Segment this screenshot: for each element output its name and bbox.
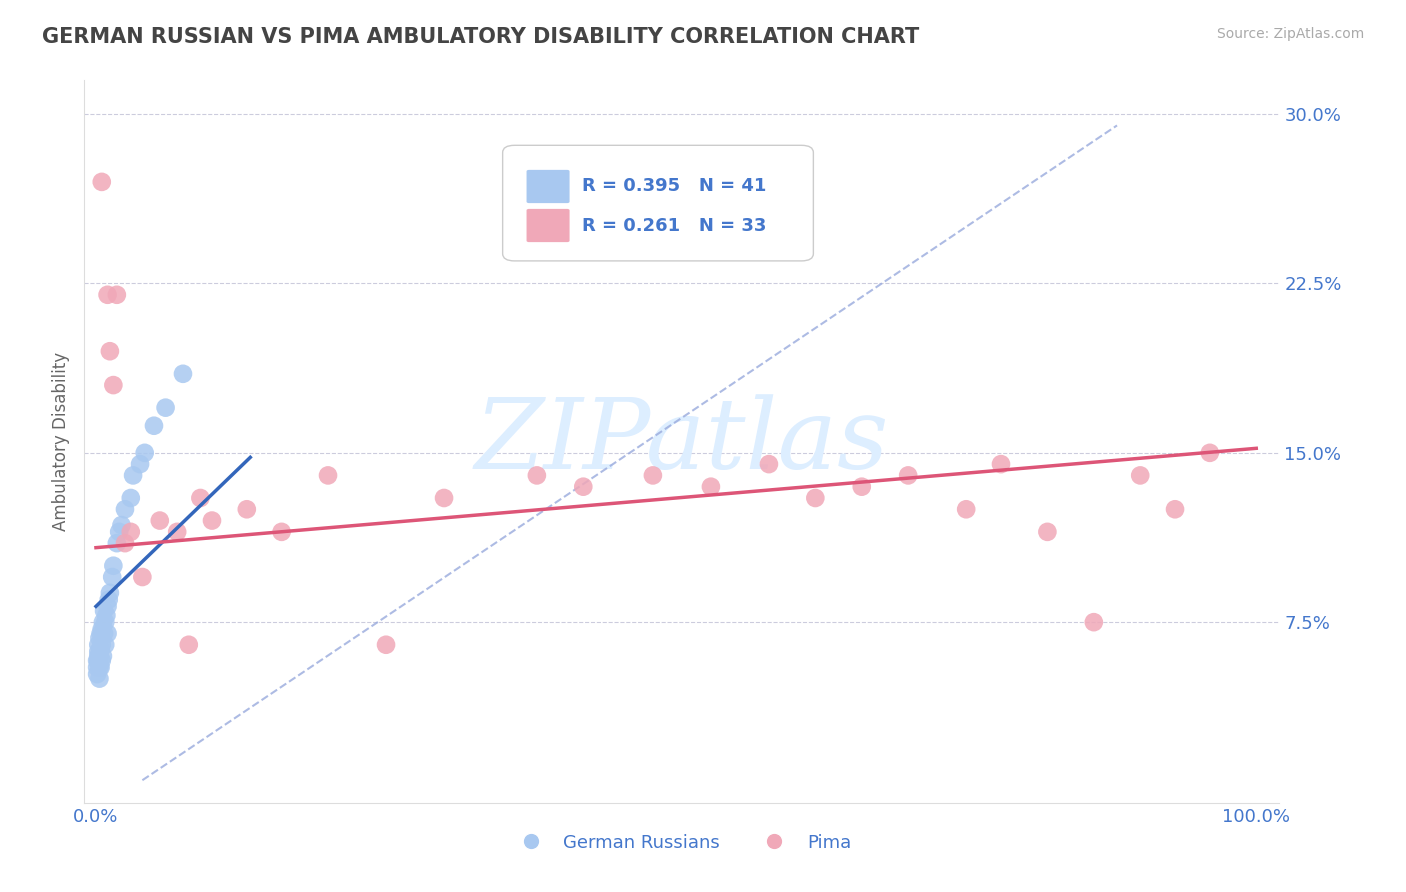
Point (316, 468, 339, 483)
Point (108, 524, 131, 539)
Point (990, 457, 1012, 471)
Point (120, 524, 142, 539)
Point (143, 418, 166, 433)
Point (91, 615, 114, 630)
Point (89, 660, 111, 674)
Point (97, 626, 120, 640)
Point (105, 287, 128, 301)
Point (87, 644, 110, 658)
Point (526, 468, 548, 483)
Point (114, 536, 136, 550)
Point (89, 672, 111, 686)
Point (190, 491, 212, 505)
Point (90, 626, 112, 640)
Point (90, 622, 112, 636)
Point (87, 648, 110, 663)
Point (166, 524, 188, 539)
Point (94, 638, 117, 652)
Point (98, 586, 121, 600)
Text: ZIPatlas: ZIPatlas (475, 394, 889, 489)
Point (91, 648, 114, 663)
Point (90, 654, 112, 668)
Point (641, 468, 664, 483)
Point (97, 287, 120, 301)
FancyBboxPatch shape (503, 145, 814, 260)
Point (98, 344, 121, 359)
Point (114, 502, 136, 516)
Point (172, 367, 194, 381)
Point (103, 558, 125, 573)
Point (1164, 502, 1187, 516)
Point (155, 401, 177, 415)
Point (120, 491, 142, 505)
Point (87, 654, 110, 668)
Point (129, 457, 152, 471)
Text: GERMAN RUSSIAN VS PIMA AMBULATORY DISABILITY CORRELATION CHART: GERMAN RUSSIAN VS PIMA AMBULATORY DISABI… (42, 27, 920, 46)
Point (897, 468, 920, 483)
Point (94, 615, 117, 630)
Point (87, 638, 110, 652)
Point (97, 592, 120, 607)
Point (90, 638, 112, 652)
Point (375, 638, 398, 652)
Point (110, 518, 132, 533)
Point (96, 608, 118, 623)
Point (433, 491, 456, 505)
Point (955, 502, 977, 516)
Point (149, 514, 172, 528)
Point (177, 638, 200, 652)
Point (90, 642, 112, 657)
Point (122, 468, 145, 483)
Text: Source: ZipAtlas.com: Source: ZipAtlas.com (1216, 27, 1364, 41)
Point (86, 667, 108, 681)
Point (90, 660, 112, 674)
Point (758, 457, 780, 471)
Point (101, 570, 124, 584)
Text: R = 0.395   N = 41: R = 0.395 N = 41 (582, 178, 766, 195)
Point (103, 378, 125, 392)
Point (105, 536, 128, 550)
Point (851, 480, 873, 494)
Point (1198, 446, 1220, 460)
Text: R = 0.261   N = 33: R = 0.261 N = 33 (582, 217, 766, 235)
Point (93, 604, 115, 618)
Point (201, 514, 224, 528)
Point (1083, 615, 1105, 630)
Point (86, 654, 108, 668)
Point (1036, 524, 1059, 539)
FancyBboxPatch shape (527, 169, 569, 203)
FancyBboxPatch shape (527, 209, 569, 242)
Point (270, 524, 292, 539)
Point (1129, 468, 1152, 483)
Legend: German Russians, Pima: German Russians, Pima (506, 826, 858, 859)
Point (236, 502, 259, 516)
Point (572, 480, 595, 494)
Point (86, 660, 108, 674)
Point (89, 648, 111, 663)
Point (89, 631, 111, 645)
Point (131, 570, 153, 584)
Point (804, 491, 827, 505)
Y-axis label: Ambulatory Disability: Ambulatory Disability (52, 352, 70, 531)
Point (90, 175, 112, 189)
Point (700, 480, 723, 494)
Point (93, 626, 115, 640)
Point (134, 446, 156, 460)
Point (97, 599, 120, 614)
